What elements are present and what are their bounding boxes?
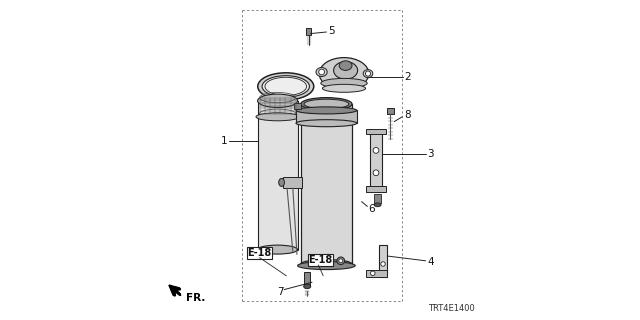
Ellipse shape [265, 77, 307, 96]
Circle shape [365, 71, 371, 76]
FancyBboxPatch shape [247, 247, 272, 259]
Ellipse shape [319, 58, 369, 90]
Bar [374, 194, 381, 203]
Ellipse shape [339, 61, 352, 70]
Circle shape [339, 259, 343, 263]
Ellipse shape [323, 84, 365, 92]
Circle shape [381, 262, 385, 266]
Bar [366, 186, 385, 192]
Text: 6: 6 [369, 204, 375, 214]
Ellipse shape [296, 120, 357, 127]
Text: 3: 3 [428, 148, 434, 159]
Bar [301, 104, 352, 264]
FancyBboxPatch shape [308, 254, 333, 266]
Bar [283, 177, 302, 188]
Text: FR.: FR. [186, 293, 205, 303]
Bar [294, 103, 301, 109]
Ellipse shape [321, 78, 367, 88]
Ellipse shape [279, 179, 285, 186]
Ellipse shape [258, 94, 298, 108]
Text: E-18: E-18 [308, 255, 332, 265]
Ellipse shape [258, 73, 314, 100]
Ellipse shape [296, 107, 357, 114]
Text: 2: 2 [404, 72, 412, 82]
Circle shape [373, 170, 379, 176]
Ellipse shape [301, 260, 352, 268]
Ellipse shape [304, 284, 311, 289]
Ellipse shape [333, 61, 358, 79]
Circle shape [373, 148, 379, 153]
Text: TRT4E1400: TRT4E1400 [428, 304, 475, 313]
Bar [380, 245, 387, 277]
Bar [304, 272, 310, 285]
Ellipse shape [316, 68, 327, 76]
Bar [307, 28, 312, 35]
Text: 7: 7 [276, 287, 284, 297]
Bar [366, 270, 387, 277]
Circle shape [337, 257, 344, 265]
Bar [387, 108, 394, 114]
Text: 5: 5 [328, 26, 335, 36]
Ellipse shape [364, 70, 372, 78]
Text: E-18: E-18 [248, 248, 271, 258]
Ellipse shape [256, 113, 300, 121]
Circle shape [371, 271, 375, 276]
Text: 4: 4 [428, 257, 435, 267]
Bar [370, 131, 383, 189]
Ellipse shape [262, 76, 310, 97]
Ellipse shape [304, 99, 349, 109]
Text: 1: 1 [221, 136, 227, 146]
Bar [258, 101, 298, 250]
Ellipse shape [301, 98, 352, 110]
Ellipse shape [374, 203, 381, 207]
Circle shape [319, 69, 324, 75]
Bar [296, 110, 357, 123]
Ellipse shape [258, 245, 298, 254]
Text: 8: 8 [404, 110, 411, 120]
Ellipse shape [298, 262, 355, 269]
Bar [366, 129, 385, 134]
